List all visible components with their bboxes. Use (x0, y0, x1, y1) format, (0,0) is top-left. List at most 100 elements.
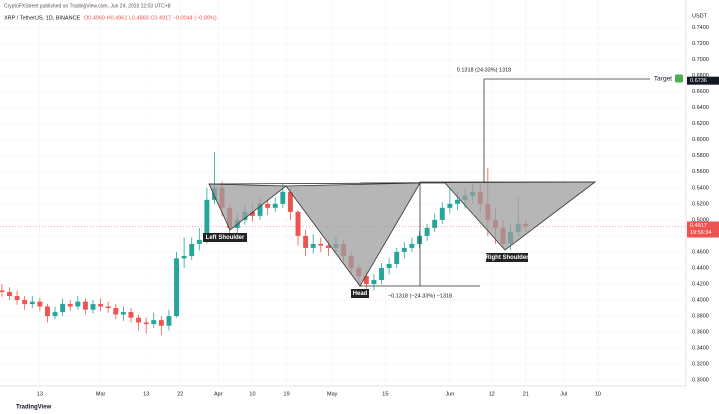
candle-body (409, 243, 415, 248)
candle-body (105, 306, 111, 309)
candle (310, 234, 316, 254)
y-tick-label: 0.3400 (692, 346, 709, 352)
price-label-box (687, 221, 719, 238)
candle (143, 317, 149, 334)
annotation: Right Shoulder (486, 255, 530, 261)
candle-body (272, 203, 278, 208)
ohlc: O0.4960 H0.4961 L0.4883 C0.4917 −0.0044 … (84, 15, 217, 21)
candle-body (439, 207, 445, 220)
y-tick-label: 0.4200 (692, 281, 709, 287)
candle (7, 287, 12, 301)
target-label-box (687, 76, 719, 85)
x-tick-label: Jun (445, 391, 454, 397)
candle-body (432, 219, 438, 228)
y-tick-label: 0.4000 (692, 298, 709, 304)
logo: TradingView (16, 405, 52, 411)
candle-body (143, 322, 149, 325)
candle-body (37, 301, 43, 307)
candle (29, 296, 35, 309)
candle (166, 309, 172, 331)
x-tick-label: 12 (489, 391, 495, 397)
candle-body (22, 300, 28, 305)
label-box (203, 233, 247, 242)
x-tick-label: 10 (595, 391, 601, 397)
plot-area: Left Shoulder Head Right Shoulder 0.1318… (203, 67, 683, 299)
candle (90, 300, 96, 314)
y-tick-label: 0.6400 (692, 105, 709, 111)
x-tick-label: 15 (382, 391, 388, 397)
candle-body (295, 211, 301, 236)
candle (303, 229, 309, 256)
candle-body (280, 191, 286, 204)
y-tick-label: 0.5600 (692, 169, 709, 175)
y-tick-label: 0.6200 (692, 121, 709, 127)
candle (287, 187, 293, 220)
candle-body (136, 317, 142, 323)
candle-body (128, 312, 134, 318)
candle (417, 231, 422, 248)
candle-body (75, 301, 81, 307)
x-tick-label: 21 (523, 391, 529, 397)
y-tick-label: 0.3000 (692, 378, 709, 384)
y-tick-label: 0.7400 (692, 25, 709, 31)
y-tick-label: 0.6600 (692, 89, 709, 95)
candle-body (120, 312, 126, 315)
x-tick-label: Jul (560, 391, 567, 397)
y-tick-label: 0.5400 (692, 185, 709, 191)
x-tick-label: 10 (249, 391, 255, 397)
candle-body (379, 267, 385, 281)
annotation: 0.1318 (24.33%) 1318 (457, 67, 511, 73)
candle-body (0, 290, 5, 293)
candle-body (174, 258, 179, 317)
target-label: Target (654, 76, 672, 83)
candle-body (90, 304, 96, 310)
annotation: Head (353, 291, 368, 297)
candle (105, 301, 111, 313)
countdown: 19:56:34 (690, 230, 711, 236)
y-tick-label: 0.3200 (692, 362, 709, 368)
candle-body (7, 292, 12, 297)
candle-body (52, 312, 58, 317)
candle (439, 202, 445, 224)
candle-body (303, 235, 309, 248)
x-tick-label: 19 (284, 391, 290, 397)
candle (22, 296, 28, 310)
candle (371, 274, 377, 291)
x-tick-label: May (327, 391, 338, 397)
y-tick-label: 0.7000 (692, 57, 709, 63)
candle (432, 213, 438, 232)
symbol: XRP / TetherUS, 1D, BINANCE (4, 15, 81, 21)
candle (409, 237, 415, 252)
candle-body (14, 296, 20, 301)
candle (265, 199, 271, 216)
candle (14, 290, 20, 305)
y-tick-label: 0.3800 (692, 314, 709, 320)
x-tick-label: Apr (214, 391, 223, 397)
head-shape (285, 182, 421, 287)
candle (272, 197, 278, 212)
candle (394, 247, 400, 268)
candle (318, 237, 324, 252)
candle (98, 298, 104, 312)
y-tick-label: 0.4400 (692, 265, 709, 271)
candle (75, 296, 81, 310)
candle-body (44, 306, 50, 317)
candle-body (401, 247, 407, 252)
candle-body (29, 301, 35, 305)
label-box (351, 289, 369, 298)
x-tick-label: 13 (143, 391, 149, 397)
annotation: −0.1318 (−24.33%) −1318 (388, 293, 452, 299)
candle (196, 227, 202, 251)
candle (113, 304, 119, 320)
last-price: 0.4917 (690, 223, 707, 229)
candle (424, 223, 430, 241)
target-price: 0.6736 (690, 78, 707, 84)
candle-body (257, 203, 263, 216)
candle-body (204, 199, 210, 240)
candle (151, 312, 157, 329)
y-tick-label: 0.3600 (692, 330, 709, 336)
candle-body (447, 203, 453, 208)
candle (44, 304, 50, 323)
candle (82, 298, 88, 315)
candle-body (196, 239, 202, 244)
